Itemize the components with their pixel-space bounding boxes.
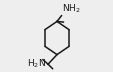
- Text: NH$_2$: NH$_2$: [62, 3, 80, 15]
- Text: H$_2$N: H$_2$N: [27, 57, 46, 70]
